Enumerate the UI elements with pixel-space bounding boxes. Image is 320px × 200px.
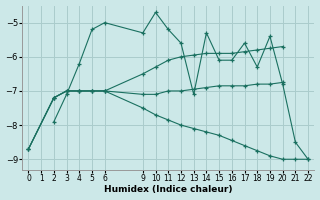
- X-axis label: Humidex (Indice chaleur): Humidex (Indice chaleur): [104, 185, 233, 194]
